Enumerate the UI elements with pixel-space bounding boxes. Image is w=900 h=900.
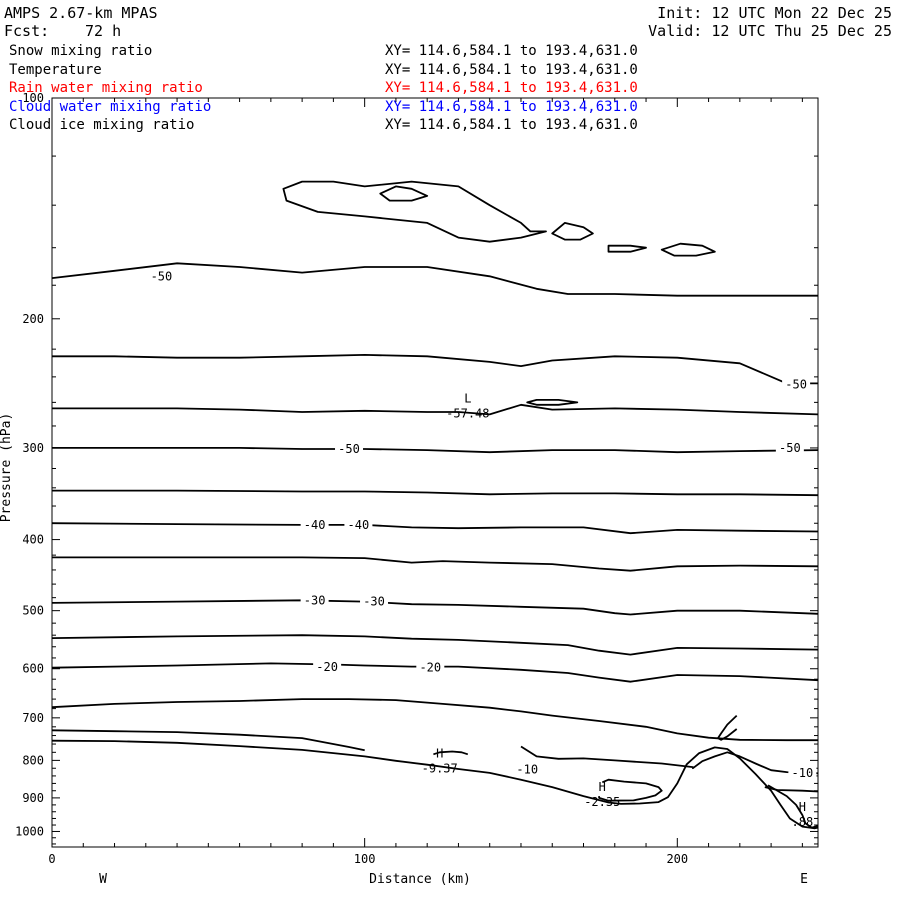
x-end-label-west: W: [99, 872, 107, 887]
closed-contour-blob-c: [551, 222, 594, 241]
forecast-label: Fcst:: [4, 22, 50, 40]
closed-contour-blob-d: [607, 244, 647, 253]
contour-line-12: [51, 729, 365, 752]
contour-label-bg: [416, 659, 445, 674]
contour-label-bg: [300, 516, 329, 531]
terrain-line: [51, 739, 819, 830]
legend-entry-xy: XY= 114.6,584.1 to 193.4,631.0: [385, 43, 638, 59]
contour-label: -50: [785, 378, 807, 392]
y-tick-label: 900: [22, 791, 44, 805]
extremum-value: -57.48: [446, 406, 489, 420]
legend-entry-xy: XY= 114.6,584.1 to 193.4,631.0: [385, 80, 638, 96]
x-tick-label: 100: [354, 852, 376, 866]
extremum-value: -9.37: [422, 762, 458, 776]
y-axis-label: Pressure (hPa): [0, 413, 14, 523]
legend-entry-xy: XY= 114.6,584.1 to 193.4,631.0: [385, 98, 638, 115]
contour-line-11: [51, 698, 818, 742]
contour-label: -20: [419, 661, 441, 675]
contour-label-bg: [147, 268, 176, 283]
legend-entry-xy: XY= 114.6,584.1 to 193.4,631.0: [385, 117, 638, 133]
y-tick-label: 600: [22, 662, 44, 676]
contour-label: -20: [316, 660, 338, 674]
contour-label: -40: [304, 518, 326, 532]
x-end-label-east: E: [800, 872, 808, 887]
valid-time: Valid: 12 UTC Thu 25 Dec 25: [648, 22, 892, 40]
closed-contour-blob-e: [660, 242, 716, 257]
y-tick-label: 1000: [15, 824, 44, 838]
contour-label-bg: [300, 592, 329, 607]
contour-line-10: [51, 662, 819, 683]
contour-label: -40: [348, 518, 370, 532]
x-axis-label: Distance (km): [369, 872, 471, 887]
contour-label-bg: [313, 659, 342, 674]
y-tick-label: 400: [22, 533, 44, 547]
y-tick-label: 500: [22, 604, 44, 618]
extremum-high-marker: H: [799, 800, 806, 814]
extremum-value: -2.35: [584, 795, 620, 809]
legend-entry-name: Cloud ice mixing ratio: [9, 117, 195, 133]
extremum-high-marker: H: [599, 780, 606, 794]
contour-line-1: [51, 262, 818, 297]
contour-label-bg: [513, 761, 542, 776]
extremum-value: .88: [792, 815, 814, 829]
contour-label: -30: [363, 595, 385, 609]
contour-label-bg: [360, 593, 389, 608]
y-tick-label: 700: [22, 711, 44, 725]
contour-line-16: [764, 786, 819, 793]
legend-entry-xy: XY= 114.6,584.1 to 193.4,631.0: [385, 61, 638, 78]
y-tick-label: 100: [22, 91, 44, 105]
contour-line-3: [52, 403, 819, 416]
contour-label-bg: [344, 516, 373, 531]
contour-line-2: [52, 354, 818, 385]
init-time: Init: 12 UTC Mon 22 Dec 25: [657, 4, 892, 22]
extremum-low-marker: L: [464, 391, 471, 405]
temperature-contours: [51, 180, 819, 802]
y-tick-label: 800: [22, 753, 44, 767]
extremum-high-marker: H: [436, 747, 443, 761]
contour-label-bg: [775, 439, 804, 454]
closed-contour-blob-b: [379, 185, 429, 202]
y-tick-label: 300: [22, 441, 44, 455]
contour-line-5: [52, 489, 819, 497]
closed-contour-blob-f: [526, 399, 579, 406]
contour-line-13: [520, 745, 819, 775]
contour-label: -50: [779, 441, 801, 455]
legend-entry-name: Snow mixing ratio: [9, 43, 153, 59]
contour-label: -10: [792, 766, 814, 780]
x-tick-label: 0: [48, 852, 55, 866]
contour-line-14: [598, 778, 663, 802]
legend-entry-name: Rain water mixing ratio: [9, 80, 203, 96]
plot-frame: [51, 97, 819, 848]
contour-line-9: [51, 634, 819, 656]
contour-line-17: [433, 750, 469, 756]
contour-label: -30: [304, 593, 326, 607]
x-tick-label: 200: [666, 852, 688, 866]
contour-label: -10: [516, 762, 538, 776]
model-title: AMPS 2.67-km MPAS: [4, 4, 158, 22]
contour-label: -50: [338, 442, 360, 456]
contour-line-15: [717, 714, 738, 741]
closed-contour-blob-a: [282, 180, 547, 243]
contour-line-8: [51, 599, 819, 616]
contour-label: -50: [151, 269, 173, 283]
terrain-group: [51, 739, 819, 830]
contour-label-bg: [788, 764, 817, 779]
contour-label-bg: [782, 376, 811, 391]
contour-line-7: [52, 556, 819, 572]
legend-entry-name: Temperature: [9, 61, 102, 78]
legend-entry-name: Cloud water mixing ratio: [9, 98, 212, 115]
contour-line-6: [51, 522, 819, 535]
contour-label-bg: [335, 441, 364, 456]
contour-line-4: [52, 447, 819, 454]
y-tick-label: 200: [22, 312, 44, 326]
forecast-value: 72 h: [85, 22, 122, 40]
terrain-branch: [767, 784, 819, 829]
